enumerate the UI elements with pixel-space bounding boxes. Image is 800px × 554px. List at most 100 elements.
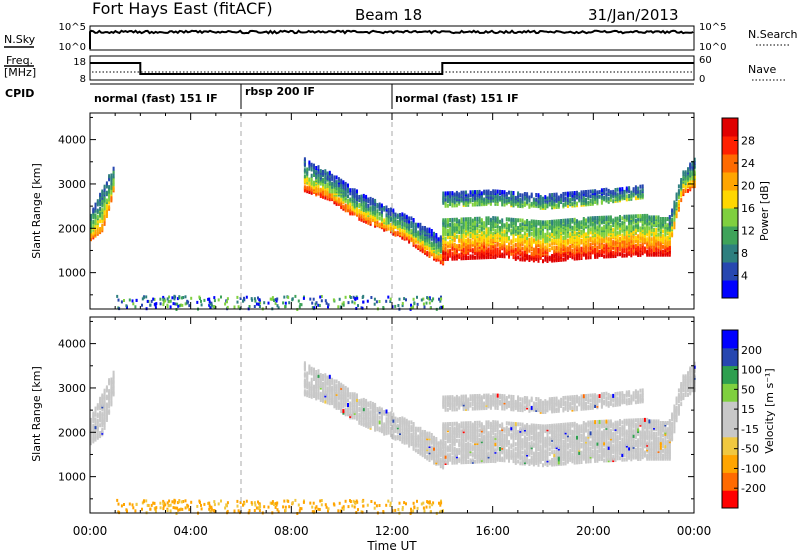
power-cell [339,305,342,309]
velocity-cell [444,459,447,464]
velocity-cell [465,450,467,455]
velocity-cell [449,443,452,448]
power-cell [689,170,692,175]
power-cell [162,295,165,299]
power-cell [322,177,324,182]
power-cell [619,246,621,250]
power-cell [435,254,438,259]
velocity-cell [326,380,329,385]
velocity-cell [376,419,379,424]
velocity-cell [433,457,435,462]
power-cell [657,232,660,237]
velocity-cell [437,452,440,457]
power-cell [257,302,260,306]
power-cell [655,251,658,256]
power-cell [625,225,628,230]
power-cell [485,222,488,227]
power-cell [233,305,236,309]
power-cell [505,248,508,253]
power-cell [96,208,99,213]
power-cell [526,247,529,251]
power-cell [399,216,401,221]
power-cell [630,239,633,244]
power-cell [105,181,108,186]
power-cell [455,253,458,258]
power-cell [587,229,590,233]
power-cell [664,217,667,221]
velocity-cell [362,415,365,419]
power-cell [237,305,240,309]
power-cell [210,301,213,305]
power-cell [576,219,578,224]
power-cell [367,211,370,216]
power-cell [96,199,99,204]
power-cell [585,232,587,237]
power-cell [489,190,492,195]
power-cell [322,190,324,195]
velocity-cell [306,380,309,385]
power-cell [548,243,551,248]
power-cell [542,202,544,207]
velocity-cell [315,373,318,378]
power-cell [659,252,662,257]
power-cell [643,226,646,231]
power-cell [349,205,352,210]
power-cell [408,239,411,244]
velocity-cell [465,421,467,426]
power-cell [476,216,479,221]
power-cell [496,250,499,255]
power-cell [387,226,390,231]
power-cell [557,251,560,256]
power-cell [632,220,635,225]
power-cell [526,253,529,258]
power-cell [591,216,594,221]
power-cell [505,228,508,233]
power-cell [353,188,356,193]
power-cell [414,232,417,236]
power-cell [396,224,399,229]
velocity-cell [324,373,327,378]
power-cell [449,218,452,222]
power-cell [582,190,585,195]
power-cell [544,254,547,259]
power-cell [548,220,551,224]
velocity-cell [442,463,445,468]
power-cell [465,190,467,195]
velocity-cell [358,399,361,403]
velocity-cell [335,387,338,392]
power-cell [298,305,301,309]
power-cell [519,218,522,223]
power-cell [203,298,206,302]
power-cell [365,201,368,206]
power-cell [555,230,558,235]
power-cell [284,301,287,305]
power-cell [625,248,628,253]
power-cell [566,218,569,223]
power-cell [614,254,617,258]
power-cell [551,219,554,224]
power-cell [612,223,615,227]
power-cell [401,224,404,229]
power-cell [132,302,135,306]
power-cell [598,242,601,247]
power-cell [451,217,454,222]
velocity-cell [108,389,111,394]
power-cell [623,189,626,194]
power-cell [462,237,465,242]
velocity-cell [360,409,363,414]
power-cell [646,229,649,234]
power-cell [94,221,97,226]
power-cell [172,302,175,306]
power-cell [125,304,128,308]
power-cell [401,212,404,217]
power-cell [612,199,615,204]
power-cell [451,252,454,257]
power-cell [653,237,655,242]
power-cell [332,298,335,302]
velocity-cell [112,373,115,378]
velocity-cell [108,404,111,409]
power-cell [691,165,694,170]
velocity-cell [455,438,458,443]
velocity-cell [417,434,420,439]
power-cell [200,303,203,307]
